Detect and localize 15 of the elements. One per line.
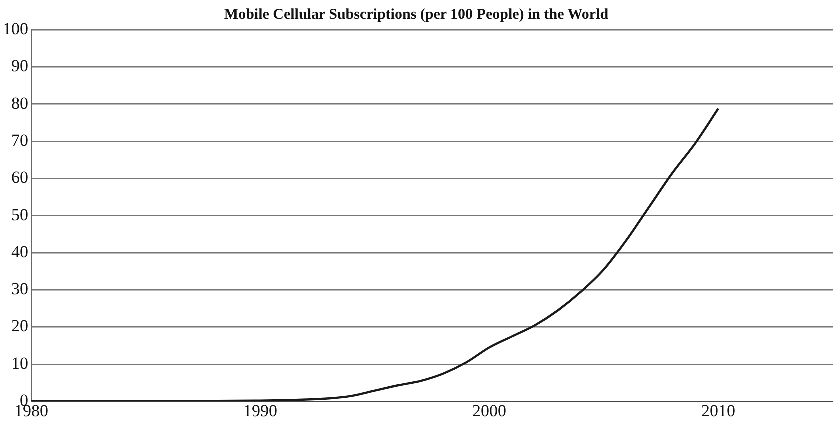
x-tick-label: 1990 <box>244 401 278 420</box>
chart-title: Mobile Cellular Subscriptions (per 100 People) in the World <box>224 6 610 23</box>
y-tick-label: 10 <box>12 354 28 373</box>
x-tick-label: 2010 <box>702 401 736 420</box>
y-tick-label: 100 <box>3 19 28 38</box>
y-tick-label: 30 <box>12 280 28 299</box>
y-tick-label: 40 <box>12 242 28 262</box>
line-series <box>32 108 720 402</box>
x-tick-label: 2000 <box>472 401 506 420</box>
y-tick-label: 70 <box>12 130 28 150</box>
y-tick-label: 50 <box>12 205 28 224</box>
y-tick-label: 60 <box>12 168 28 188</box>
y-tick-label: 90 <box>12 56 28 76</box>
y-tick-label: 20 <box>12 316 28 336</box>
y-tick-label: 80 <box>12 94 28 113</box>
